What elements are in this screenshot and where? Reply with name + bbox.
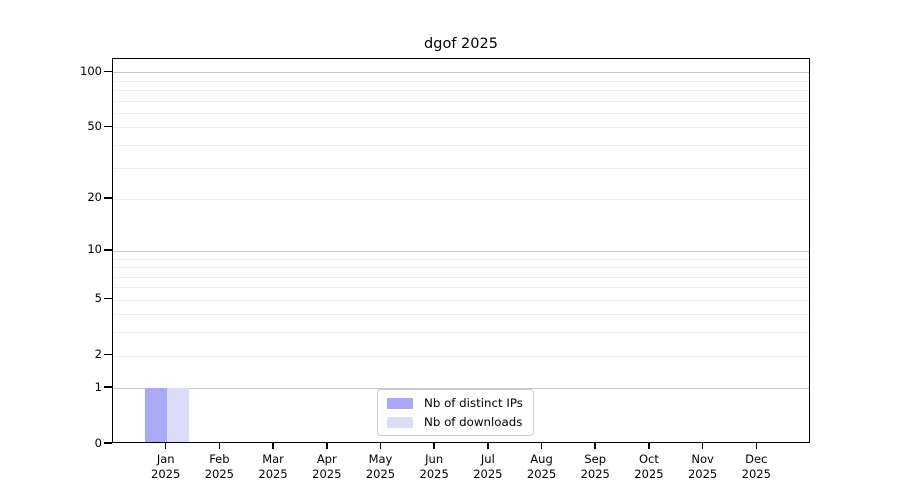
- y-tick-label: 5: [94, 291, 102, 306]
- gridline-minor: [113, 299, 809, 301]
- gridline-minor: [113, 127, 809, 129]
- x-tick-label: Mar 2025: [239, 452, 307, 482]
- x-tick-month: Apr: [316, 452, 337, 466]
- legend-label-downloads: Nb of downloads: [424, 415, 523, 429]
- x-tick-year: 2025: [312, 467, 342, 481]
- gridline-minor: [113, 355, 809, 357]
- x-tick-mark: [648, 443, 650, 449]
- x-tick-year: 2025: [151, 467, 181, 481]
- x-tick-month: Dec: [745, 452, 768, 466]
- y-tick-label: 100: [80, 63, 102, 78]
- x-tick-mark: [218, 443, 221, 449]
- x-tick-month: Sep: [584, 452, 607, 466]
- legend-label-distinct-ips: Nb of distinct IPs: [424, 396, 523, 410]
- x-tick-year: 2025: [473, 467, 503, 481]
- x-tick-mark: [164, 443, 167, 449]
- legend: Nb of distinct IPs Nb of downloads: [377, 389, 534, 436]
- legend-item-distinct-ips: Nb of distinct IPs: [387, 396, 523, 410]
- gridline-minor: [113, 332, 809, 334]
- y-tick-label: 20: [87, 190, 102, 205]
- x-tick-mark: [272, 443, 274, 449]
- x-tick-mark: [755, 443, 758, 449]
- x-tick-month: Jul: [480, 452, 495, 466]
- x-tick-month: Aug: [530, 452, 553, 466]
- chart-title: dgof 2025: [424, 36, 498, 52]
- y-tick-mark: [104, 197, 112, 199]
- gridline-major: [113, 388, 809, 390]
- x-tick-label: Dec 2025: [722, 452, 790, 482]
- x-tick-month: May: [368, 452, 393, 466]
- x-tick-year: 2025: [687, 467, 718, 481]
- x-tick-label: Nov 2025: [669, 452, 737, 482]
- x-tick-mark: [594, 443, 596, 449]
- x-tick-month: Nov: [691, 452, 714, 466]
- x-tick-year: 2025: [419, 467, 449, 481]
- x-tick-mark: [540, 443, 543, 449]
- y-tick-mark: [104, 297, 112, 300]
- x-tick-month: Mar: [262, 452, 284, 466]
- x-tick-mark: [379, 443, 382, 449]
- legend-swatch-downloads: [387, 416, 413, 428]
- y-tick-mark: [104, 442, 112, 444]
- x-tick-month: Jan: [156, 452, 175, 466]
- x-tick-label: Feb 2025: [185, 452, 253, 482]
- x-tick-label: Jun 2025: [400, 452, 468, 482]
- x-tick-mark: [701, 443, 704, 449]
- x-tick-label: Apr 2025: [293, 452, 361, 482]
- y-tick-label: 2: [94, 347, 102, 362]
- y-tick-label: 1: [94, 379, 102, 394]
- plot-area: [112, 58, 810, 443]
- y-tick-mark: [104, 249, 112, 251]
- x-tick-year: 2025: [204, 467, 235, 481]
- x-tick-year: 2025: [580, 467, 610, 481]
- x-tick-year: 2025: [741, 467, 771, 481]
- legend-swatch-distinct-ips: [387, 397, 413, 409]
- y-tick-label: 10: [87, 242, 102, 257]
- x-tick-month: Jun: [425, 452, 444, 466]
- gridline-minor: [113, 80, 809, 82]
- gridline-minor: [113, 314, 809, 316]
- y-tick-mark: [104, 70, 112, 73]
- x-tick-label: Aug 2025: [508, 452, 576, 482]
- y-tick-mark: [104, 353, 112, 356]
- gridline-minor: [113, 267, 809, 269]
- x-tick-label: Jan 2025: [132, 452, 200, 482]
- y-tick-mark: [104, 386, 112, 388]
- y-tick-label: 50: [87, 118, 102, 133]
- bar-downloads: [166, 388, 189, 442]
- x-tick-year: 2025: [258, 467, 288, 481]
- gridline-minor: [113, 287, 809, 289]
- x-tick-year: 2025: [365, 467, 396, 481]
- gridline-minor: [113, 276, 809, 278]
- gridline-minor: [113, 258, 809, 260]
- x-tick-month: Feb: [209, 452, 230, 466]
- x-tick-label: Oct 2025: [615, 452, 683, 482]
- x-tick-label: May 2025: [346, 452, 414, 482]
- gridline-minor: [113, 112, 809, 114]
- gridline-minor: [113, 198, 809, 200]
- x-tick-year: 2025: [526, 467, 557, 481]
- x-tick-label: Jul 2025: [454, 452, 522, 482]
- x-tick-month: Oct: [638, 452, 659, 466]
- gridline-minor: [113, 167, 809, 169]
- gridline-minor: [113, 144, 809, 146]
- legend-item-downloads: Nb of downloads: [387, 415, 523, 429]
- x-tick-year: 2025: [634, 467, 664, 481]
- x-tick-mark: [433, 443, 435, 449]
- y-tick-mark: [104, 125, 112, 128]
- x-tick-mark: [487, 443, 489, 449]
- x-tick-label: Sep 2025: [561, 452, 629, 482]
- bar-distinct-ips: [144, 388, 167, 442]
- gridline-minor: [113, 90, 809, 92]
- gridline-major: [113, 72, 809, 74]
- gridline-minor: [113, 100, 809, 102]
- y-tick-label: 0: [94, 435, 102, 450]
- x-tick-mark: [326, 443, 328, 449]
- gridline-major: [113, 250, 809, 252]
